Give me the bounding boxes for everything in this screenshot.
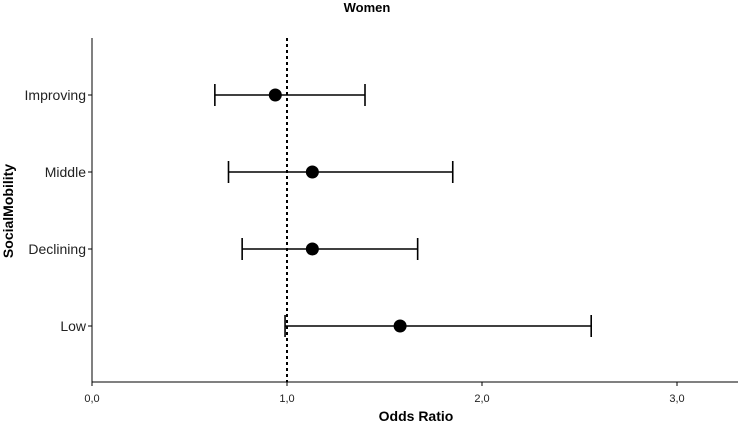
x-tick-label: 2,0 bbox=[474, 393, 489, 405]
axes: 0,0 1,0 2,0 3,0 Improving Middle Declining Low bbox=[25, 38, 738, 405]
point-estimate bbox=[305, 242, 319, 256]
y-tick-label: Middle bbox=[45, 164, 86, 180]
point-estimate bbox=[305, 165, 319, 179]
chart-title: Women bbox=[344, 0, 391, 15]
y-tick-label: Low bbox=[60, 318, 87, 334]
y-tick-label: Declining bbox=[28, 241, 86, 257]
marks bbox=[214, 84, 593, 337]
x-tick-label: 0,0 bbox=[84, 393, 99, 405]
x-axis-title: Odds Ratio bbox=[379, 408, 454, 424]
x-tick-label: 3,0 bbox=[669, 393, 684, 405]
y-axis-title: SocialMobility bbox=[0, 164, 16, 258]
point-estimate bbox=[393, 319, 407, 333]
point-estimate bbox=[268, 88, 282, 102]
x-tick-label: 1,0 bbox=[279, 393, 294, 405]
y-tick-label: Improving bbox=[25, 87, 86, 103]
